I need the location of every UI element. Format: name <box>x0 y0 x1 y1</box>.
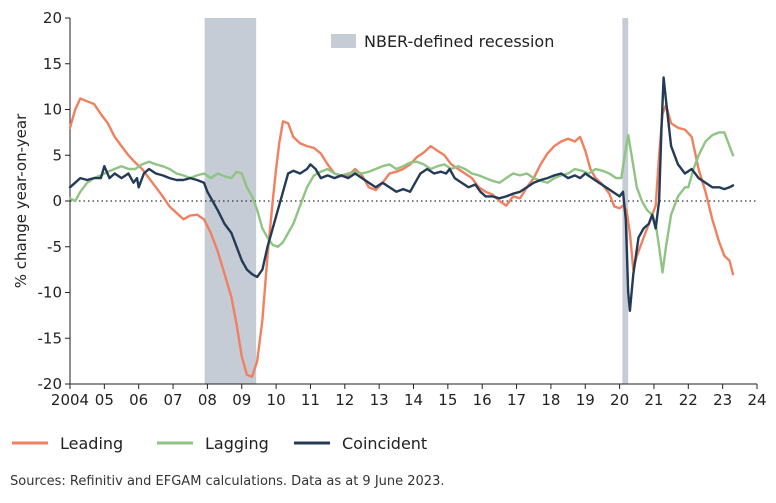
x-tick-label: 05 <box>95 391 114 409</box>
x-tick-label: 06 <box>129 391 148 409</box>
legend: NBER-defined recession Leading Lagging Coin… <box>12 32 554 453</box>
legend-label-coincident: Coincident <box>342 434 427 453</box>
x-tick-label: 07 <box>164 391 183 409</box>
x-tick-label: 24 <box>747 391 766 409</box>
x-tick-label: 12 <box>335 391 354 409</box>
x-tick-label: 15 <box>438 391 457 409</box>
series-line-lagging <box>68 131 735 274</box>
y-tick-label: -10 <box>38 284 63 302</box>
x-tick-label: 19 <box>576 391 595 409</box>
series-line-coincident <box>68 76 735 312</box>
x-tick-label: 2004 <box>51 391 89 409</box>
x-tick-label: 16 <box>473 391 492 409</box>
recession-band-1 <box>622 18 629 384</box>
x-tick-label: 08 <box>198 391 217 409</box>
y-tick-label: -5 <box>47 238 62 256</box>
legend-label-leading: Leading <box>60 434 123 453</box>
x-tick-label: 18 <box>541 391 560 409</box>
x-tick-label: 14 <box>404 391 423 409</box>
source-note: Sources: Refinitiv and EFGAM calculation… <box>10 474 445 489</box>
y-tick-label: -15 <box>38 329 63 347</box>
y-tick-label: 15 <box>43 55 62 73</box>
series-lines <box>68 76 735 378</box>
x-tick-label: 09 <box>232 391 251 409</box>
legend-recession-swatch <box>331 34 356 48</box>
legend-recession-label: NBER-defined recession <box>364 32 554 51</box>
y-axis-label: % change year-on-year <box>12 113 30 288</box>
x-tick-label: 10 <box>267 391 286 409</box>
y-tick-label: 20 <box>43 9 62 27</box>
y-tick-label: -20 <box>38 375 63 393</box>
series-line-leading <box>68 97 735 378</box>
x-tick-label: 11 <box>301 391 320 409</box>
y-tick-label: 5 <box>52 146 62 164</box>
x-tick-label: 21 <box>644 391 663 409</box>
x-tick-label: 17 <box>507 391 526 409</box>
x-tick-label: 23 <box>713 391 732 409</box>
y-tick-label: 10 <box>43 101 62 119</box>
legend-label-lagging: Lagging <box>205 434 269 453</box>
x-tick-label: 20 <box>610 391 629 409</box>
x-tick-label: 22 <box>679 391 698 409</box>
x-tick-label: 13 <box>370 391 389 409</box>
y-tick-label: 0 <box>52 192 62 210</box>
